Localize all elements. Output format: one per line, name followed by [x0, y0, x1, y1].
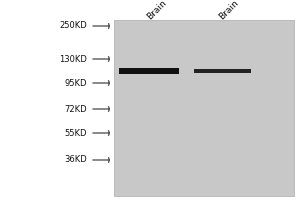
Text: 36KD: 36KD [64, 156, 87, 164]
Text: 72KD: 72KD [64, 105, 87, 114]
Text: 95KD: 95KD [64, 78, 87, 88]
Text: 250KD: 250KD [59, 21, 87, 30]
Text: 130KD: 130KD [59, 54, 87, 64]
Text: 55KD: 55KD [64, 129, 87, 138]
Bar [118, 68, 178, 74]
Text: Brain: Brain [217, 0, 240, 21]
Bar [194, 69, 250, 73]
Text: Brain: Brain [145, 0, 168, 21]
Bar [114, 20, 294, 196]
